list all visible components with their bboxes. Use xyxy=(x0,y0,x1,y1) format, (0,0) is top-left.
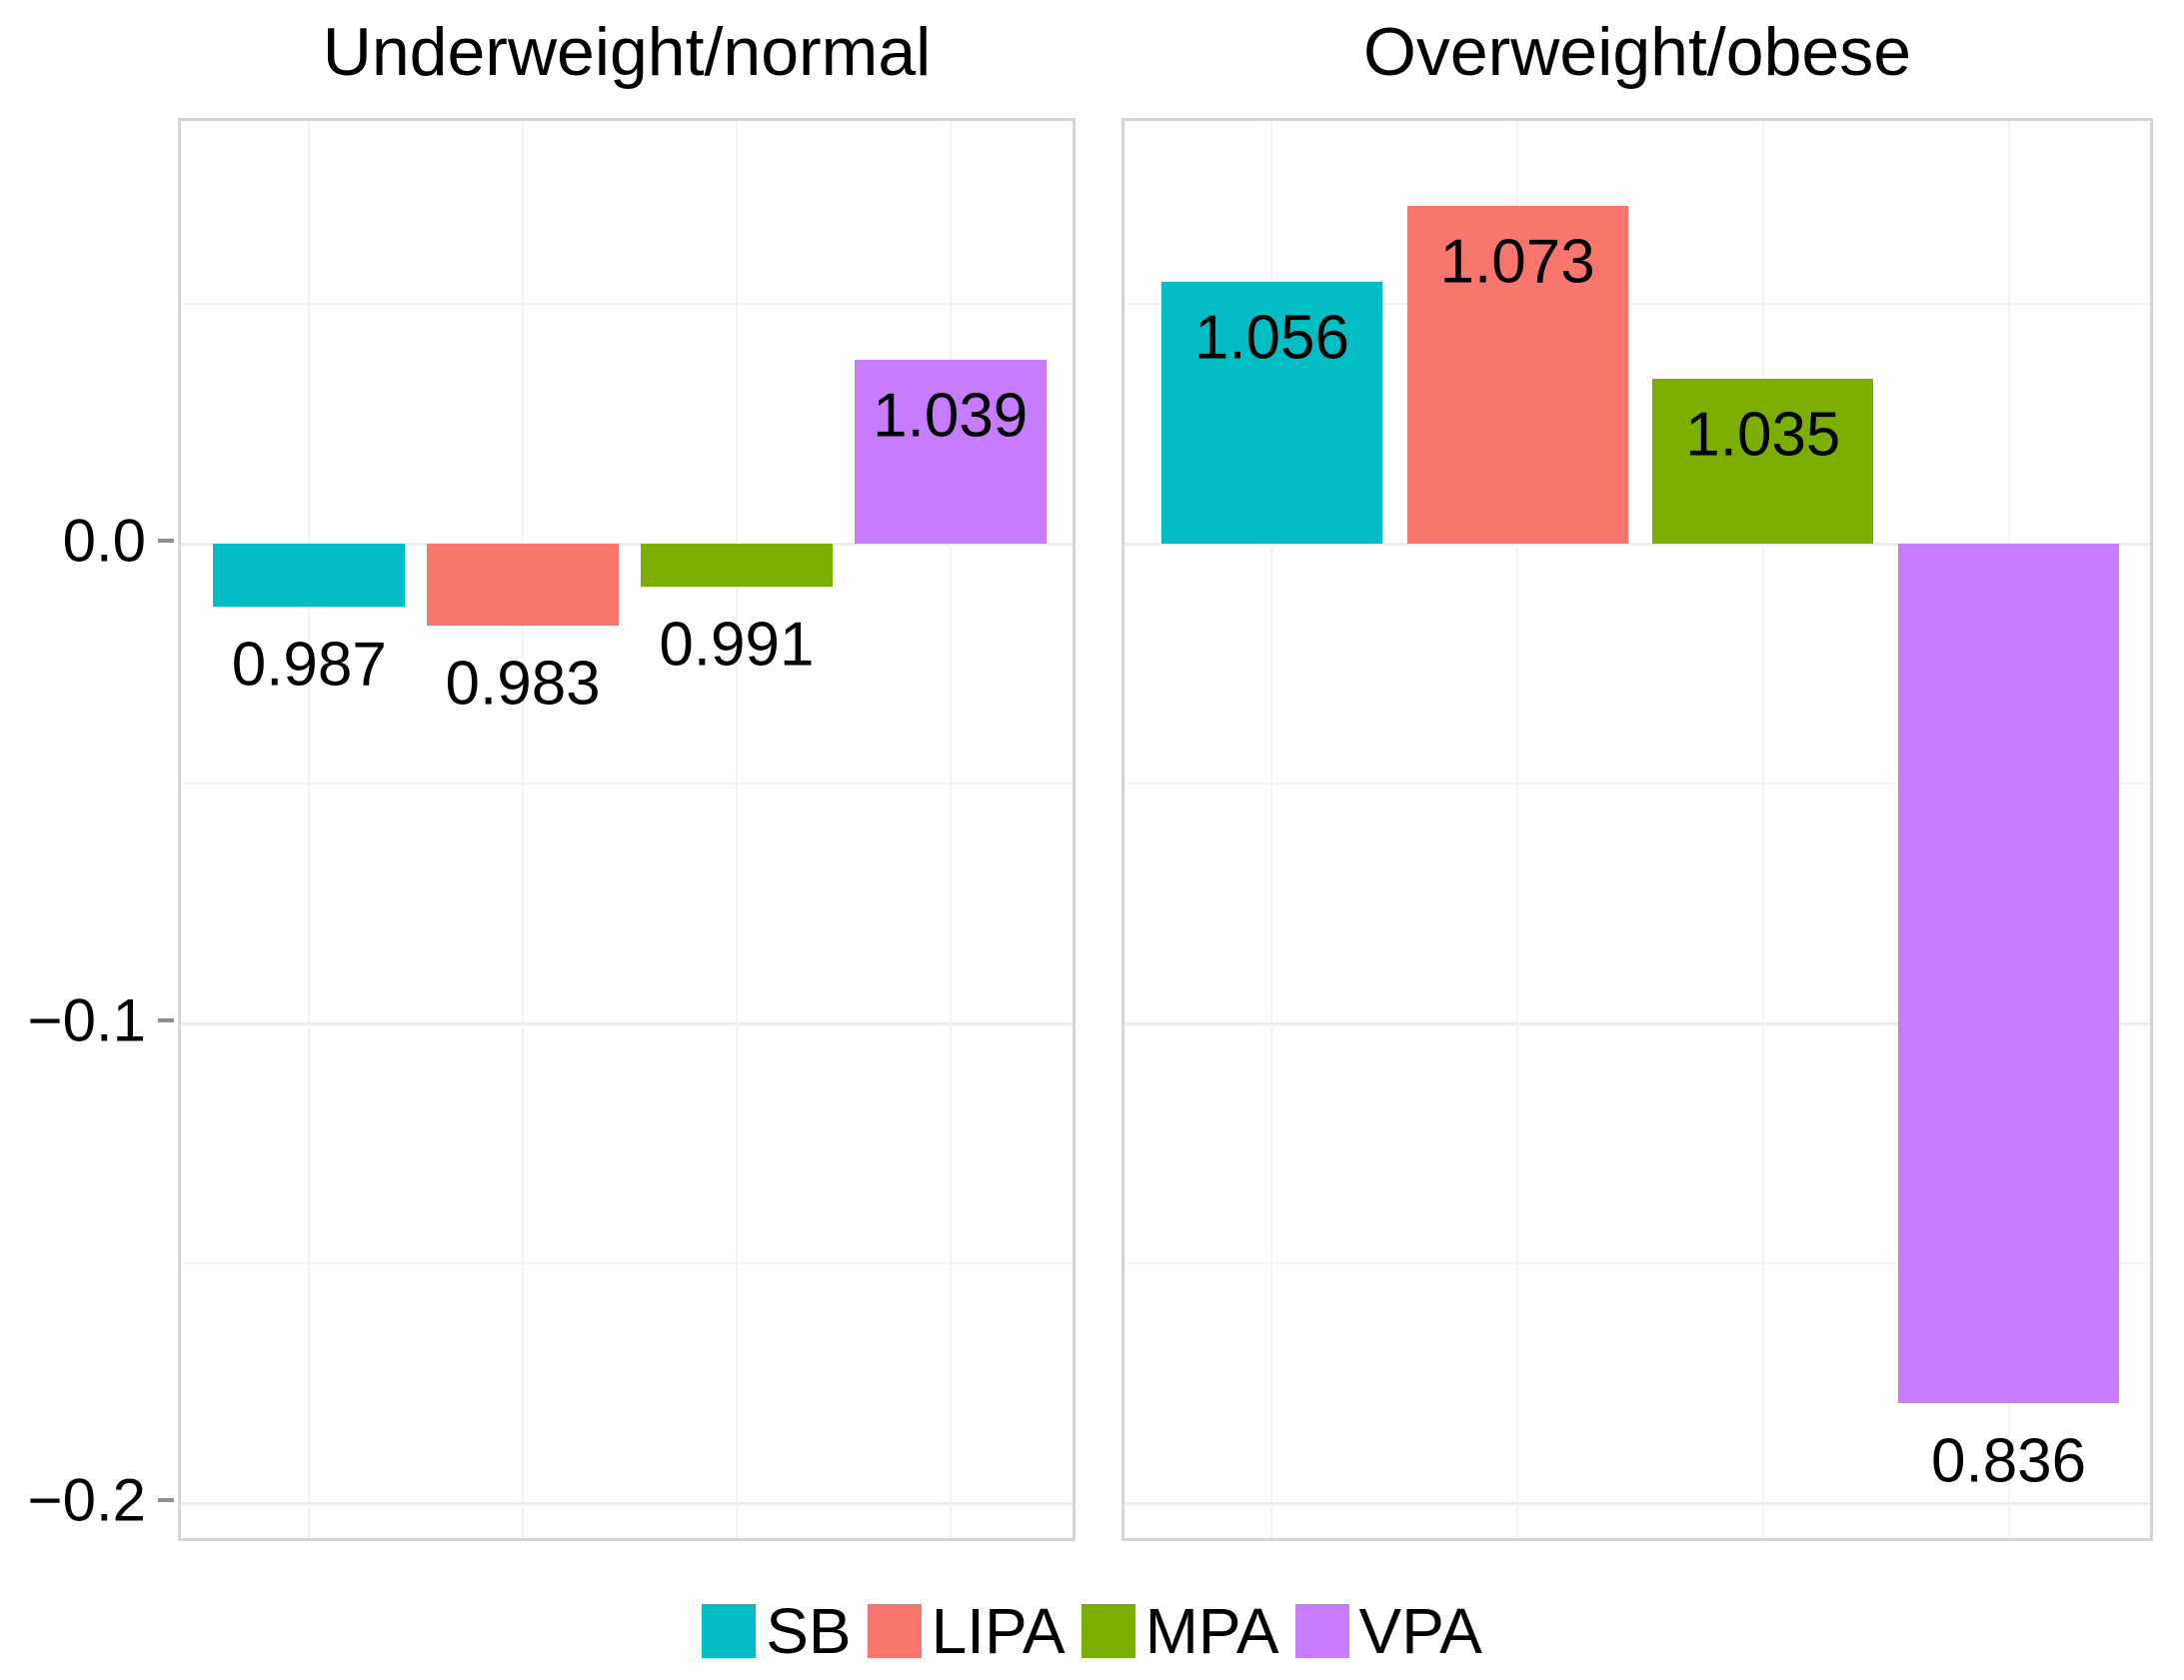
bar-underweight-normal-mpa xyxy=(640,544,834,588)
gridline-minor xyxy=(1124,303,2150,305)
gridline-major xyxy=(181,1022,1073,1025)
legend-label-vpa: VPA xyxy=(1358,1595,1482,1667)
bar-overweight-obese-lipa xyxy=(1406,205,1628,544)
y-tick-mark xyxy=(158,1018,174,1022)
bar-value-label-underweight-normal-lipa: 0.983 xyxy=(445,649,601,719)
legend-key-swatch-mpa xyxy=(1081,1604,1135,1658)
legend-label-mpa: MPA xyxy=(1144,1595,1279,1667)
gridline-vertical xyxy=(1516,121,1519,1538)
bar-underweight-normal-sb xyxy=(213,544,406,607)
legend-key-swatch-vpa xyxy=(1294,1604,1349,1658)
legend-item-sb: SB xyxy=(702,1595,852,1667)
bar-value-label-overweight-obese-mpa: 1.035 xyxy=(1685,400,1841,470)
y-tick-label: 0.0 xyxy=(62,507,146,575)
gridline-minor xyxy=(181,303,1073,305)
gridline-major xyxy=(1124,543,2150,546)
gridline-minor xyxy=(1124,1262,2150,1264)
gridline-vertical xyxy=(735,121,738,1538)
facet-title-overweight-obese: Overweight/obese xyxy=(1362,14,1912,90)
gridline-vertical xyxy=(1270,121,1273,1538)
bar-value-label-overweight-obese-vpa: 0.836 xyxy=(1930,1426,2087,1496)
legend-item-lipa: LIPA xyxy=(867,1595,1066,1667)
y-tick-mark xyxy=(158,539,174,543)
bar-value-label-overweight-obese-lipa: 1.073 xyxy=(1439,227,1595,297)
legend-label-sb: SB xyxy=(766,1595,852,1667)
legend-label-lipa: LIPA xyxy=(931,1595,1066,1667)
gridline-vertical xyxy=(949,121,952,1538)
bar-underweight-normal-lipa xyxy=(426,544,620,627)
bar-overweight-obese-vpa xyxy=(1898,544,2120,1403)
legend-item-mpa: MPA xyxy=(1081,1595,1279,1667)
gridline-minor xyxy=(181,783,1073,785)
gridline-minor xyxy=(181,1262,1073,1264)
panel-overweight-obese: 1.056 1.073 1.035 0.836 xyxy=(1121,118,2153,1541)
legend-key-swatch-lipa xyxy=(867,1604,922,1658)
facet-title-underweight-normal: Underweight/normal xyxy=(322,14,932,90)
legend: SB LIPA MPA VPA xyxy=(0,1599,2184,1663)
bar-value-label-underweight-normal-mpa: 0.991 xyxy=(659,610,815,680)
bar-underweight-normal-vpa xyxy=(854,360,1047,544)
gridline-minor xyxy=(1124,783,2150,785)
gridline-major xyxy=(1124,1022,2150,1025)
bar-value-label-overweight-obese-sb: 1.056 xyxy=(1193,303,1349,373)
bar-overweight-obese-sb xyxy=(1160,282,1382,544)
gridline-vertical xyxy=(1761,121,1764,1538)
gridline-vertical xyxy=(308,121,311,1538)
bar-value-label-underweight-normal-sb: 0.987 xyxy=(231,630,387,700)
gridline-vertical xyxy=(522,121,525,1538)
legend-item-vpa: VPA xyxy=(1294,1595,1482,1667)
gridline-major xyxy=(181,1502,1073,1505)
gridline-major xyxy=(181,543,1073,546)
y-tick-label: −0.2 xyxy=(27,1466,146,1534)
panel-underweight-normal: 0.987 0.983 0.991 1.039 xyxy=(178,118,1076,1541)
bar-value-label-underweight-normal-vpa: 1.039 xyxy=(873,381,1029,451)
legend-key-swatch-sb xyxy=(702,1604,757,1658)
y-tick-mark xyxy=(158,1498,174,1502)
bar-overweight-obese-mpa xyxy=(1652,378,1874,544)
y-tick-label: −0.1 xyxy=(27,986,146,1054)
gridline-major xyxy=(1124,1502,2150,1505)
